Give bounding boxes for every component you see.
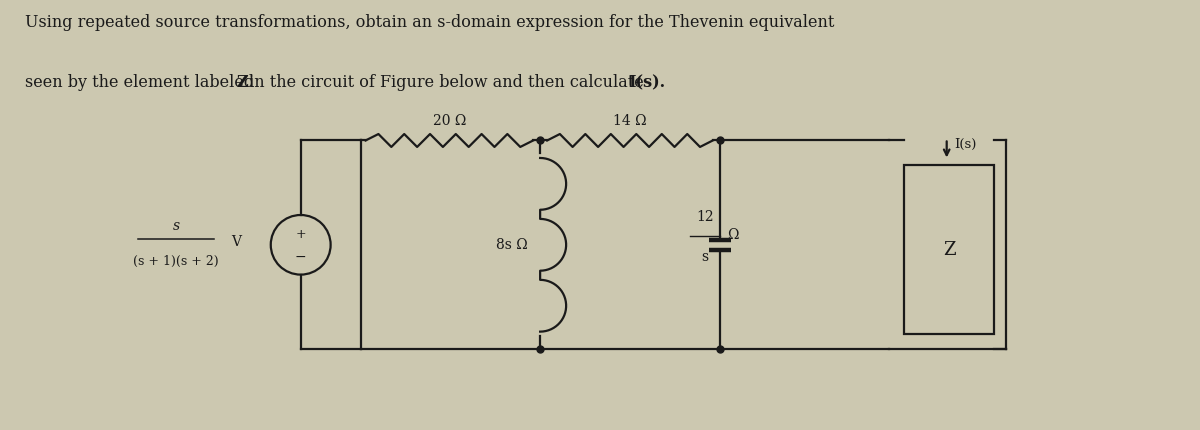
Text: −: − [295, 250, 306, 264]
Text: I(s).: I(s). [629, 74, 666, 91]
Text: 12: 12 [696, 210, 714, 224]
Text: +: + [295, 228, 306, 241]
Bar [905, 165, 994, 334]
Text: Ω: Ω [727, 228, 738, 242]
Text: seen by the element labeled: seen by the element labeled [25, 74, 259, 91]
Text: I(s): I(s) [955, 138, 977, 151]
Text: (s + 1)(s + 2): (s + 1)(s + 2) [133, 255, 218, 268]
Text: Z: Z [236, 74, 248, 91]
Text: in the circuit of Figure below and then calculate: in the circuit of Figure below and then … [244, 74, 649, 91]
Text: Z: Z [943, 241, 955, 259]
Text: Using repeated source transformations, obtain an s-domain expression for the The: Using repeated source transformations, o… [25, 14, 835, 31]
Text: 20 Ω: 20 Ω [433, 114, 466, 128]
Text: 8s Ω: 8s Ω [497, 238, 528, 252]
Text: 14 Ω: 14 Ω [613, 114, 647, 128]
Text: s: s [173, 219, 180, 233]
Text: s: s [701, 250, 708, 264]
Text: V: V [230, 235, 241, 249]
